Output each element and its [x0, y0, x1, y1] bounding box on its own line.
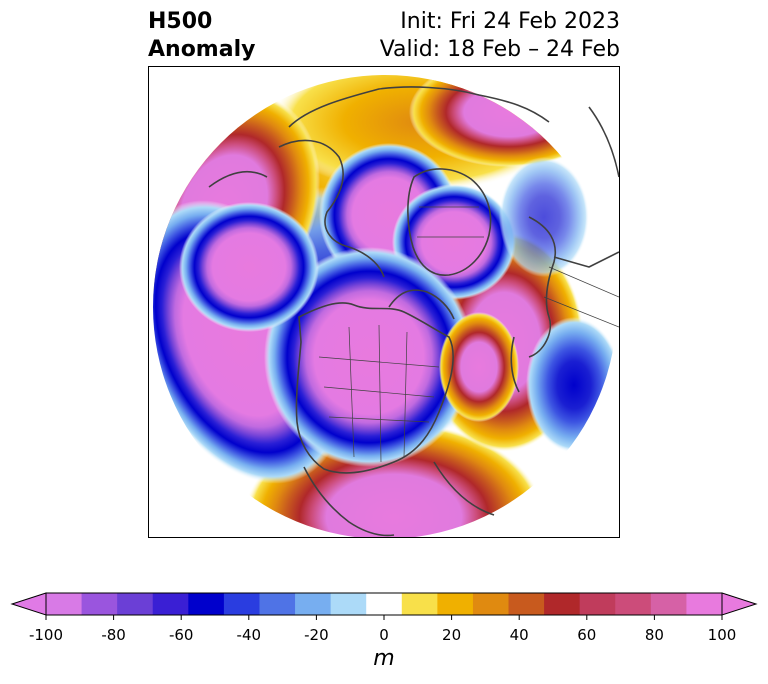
colorbar-tick-label: -40 — [237, 626, 262, 644]
title-line-1: H500 — [148, 9, 213, 34]
colorbar-tick-label: 0 — [379, 626, 389, 644]
colorbar-swatch — [615, 593, 652, 615]
colorbar-swatch — [650, 593, 687, 615]
colorbar-tick-label: 100 — [708, 626, 737, 644]
colorbar-tick-label: -60 — [169, 626, 194, 644]
colorbar-unit-label: m — [373, 646, 395, 671]
coastlines — [208, 86, 619, 537]
iceland-coast — [510, 336, 520, 393]
colorbar-swatch — [295, 593, 332, 615]
colorbar: -100 -80 -60 -40 -20 0 20 40 60 80 100 — [10, 592, 758, 644]
colorbar-swatch — [259, 593, 296, 615]
colorbar-swatch — [401, 593, 438, 615]
siberia-coast — [288, 86, 550, 128]
europe-border — [553, 251, 619, 268]
bering-coast — [208, 171, 268, 188]
political-borders — [318, 206, 619, 463]
southern-ridge — [244, 422, 544, 537]
valid-range: Valid: 18 Feb – 24 Feb — [379, 37, 620, 62]
scandinavia-coast — [588, 106, 619, 178]
colorbar-tick-label: -80 — [101, 626, 126, 644]
colorbar-swatch — [544, 593, 581, 615]
colorbar-tick-label: 40 — [510, 626, 529, 644]
colorbar-swatch — [330, 593, 367, 615]
alaska-low — [179, 202, 319, 332]
colorbar-swatch — [81, 593, 118, 615]
map-title: H500 Anomaly — [148, 8, 255, 64]
colorbar-swatch — [188, 593, 225, 615]
colorbar-swatch — [46, 593, 83, 615]
title-line-2: Anomaly — [148, 37, 256, 62]
colorbar-tick-label: -100 — [29, 626, 63, 644]
init-date: Init: Fri 24 Feb 2023 — [400, 9, 620, 34]
europe-low — [499, 157, 589, 277]
atlantic-ridge-core — [439, 312, 519, 422]
colorbar-tick-label: -20 — [304, 626, 329, 644]
colorbar-swatch — [366, 593, 403, 615]
atlantic-coast — [433, 461, 495, 516]
forecast-dates: Init: Fri 24 Feb 2023 Valid: 18 Feb – 24… — [380, 8, 620, 64]
colorbar-tick-label: 60 — [577, 626, 596, 644]
europe-coast — [528, 216, 556, 358]
colorbar-swatch — [437, 593, 474, 615]
central-america-coast — [303, 466, 395, 537]
colorbar-swatch — [686, 593, 723, 615]
colorbar-tick-label: 80 — [645, 626, 664, 644]
north-america-outline — [295, 302, 454, 474]
colorbar-over-arrow — [721, 592, 758, 616]
colorbar-swatch — [472, 593, 510, 615]
colorbar-swatch — [508, 593, 545, 615]
anomaly-field — [153, 75, 617, 537]
asia-coast — [278, 139, 385, 278]
atlantic-low — [526, 317, 617, 453]
colorbar-swatch — [223, 593, 260, 615]
canadian-archipelago — [388, 289, 455, 320]
map-panel — [148, 66, 620, 538]
colorbar-under-arrow — [10, 592, 47, 616]
colorbar-swatch — [117, 593, 154, 615]
greenland-outline — [407, 168, 492, 276]
polar-anomaly-map — [153, 75, 619, 537]
colorbar-swatch — [579, 593, 616, 615]
north-america-trough — [264, 247, 474, 467]
colorbar-tick-label: 20 — [442, 626, 461, 644]
colorbar-swatch — [152, 593, 189, 615]
